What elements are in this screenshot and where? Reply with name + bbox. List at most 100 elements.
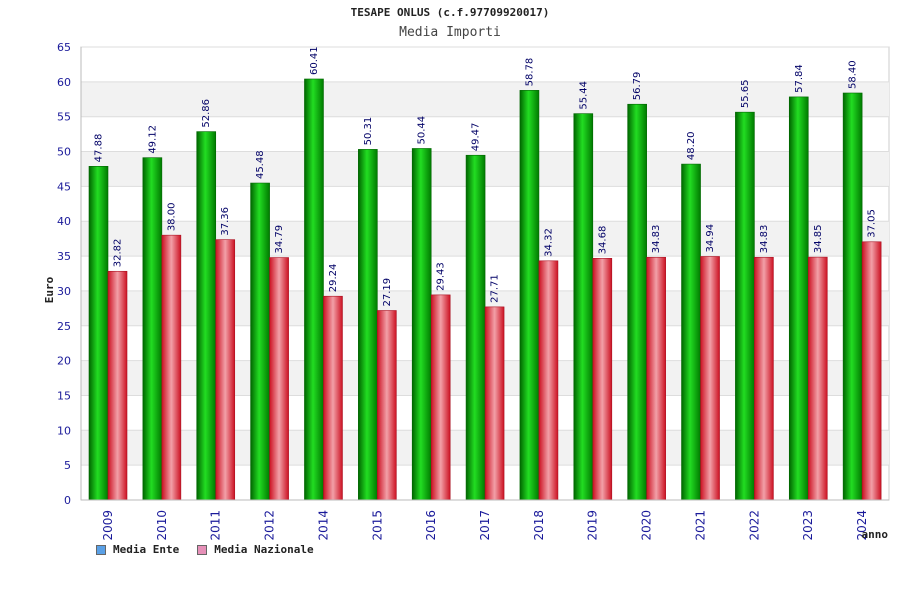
legend-swatch-media-nazionale [197, 544, 208, 555]
x-tick-label: 2016 [424, 510, 438, 541]
bar-media-ente-2020 [627, 103, 647, 501]
bar-media-nazionale-2012 [269, 257, 289, 501]
bar-media-ente-2018 [519, 90, 540, 501]
x-tick-label: 2015 [370, 510, 384, 541]
x-tick-label: 2020 [640, 510, 654, 541]
y-tick-label: 50 [57, 146, 71, 159]
data-label: 34.94 [705, 224, 716, 253]
bar-media-nazionale-2009 [107, 270, 128, 501]
legend-label-media-ente: Media Ente [113, 543, 180, 556]
data-label: 34.68 [597, 226, 608, 255]
data-label: 34.79 [274, 225, 285, 254]
bar-media-nazionale-2019 [592, 258, 613, 501]
x-tick-label: 2019 [586, 510, 600, 541]
legend-swatch-media-ente [96, 544, 106, 555]
y-tick-label: 25 [57, 320, 71, 333]
y-tick-label: 60 [57, 76, 71, 89]
bar-media-nazionale-2018 [538, 260, 559, 501]
bar-media-ente-2009 [88, 166, 109, 501]
y-tick-label: 65 [57, 41, 71, 54]
y-tick-label: 5 [64, 459, 71, 472]
y-tick-label: 40 [57, 215, 71, 228]
bar-media-ente-2021 [681, 163, 701, 501]
bar-media-nazionale-2014 [323, 295, 343, 501]
data-label: 32.82 [113, 239, 124, 268]
data-label: 45.48 [255, 150, 266, 179]
x-tick-label: 2011 [209, 510, 223, 541]
data-label: 52.86 [201, 99, 212, 128]
bar-media-ente-2022 [735, 111, 755, 501]
bar-media-ente-2011 [196, 131, 217, 501]
bar-media-nazionale-2010 [161, 234, 182, 501]
data-label: 29.43 [436, 262, 447, 291]
x-tick-label: 2018 [532, 510, 546, 541]
legend: Media Ente Media Nazionale [96, 543, 314, 556]
data-label: 29.24 [328, 264, 339, 293]
y-axis-label: Euro [43, 276, 56, 303]
bar-media-nazionale-2015 [377, 310, 397, 501]
bar-media-ente-2024 [842, 92, 863, 501]
data-label: 55.44 [578, 81, 589, 110]
data-label: 27.19 [382, 278, 393, 307]
bar-media-ente-2012 [250, 182, 270, 501]
bar-media-ente-2014 [304, 78, 324, 501]
x-tick-label: 2009 [101, 510, 115, 541]
data-label: 34.85 [813, 224, 824, 253]
x-tick-label: 2022 [747, 510, 761, 541]
x-tick-label: 2024 [855, 510, 869, 541]
y-tick-label: 30 [57, 285, 71, 298]
data-label: 34.83 [759, 225, 770, 254]
bar-media-nazionale-2024 [861, 241, 882, 501]
bar-media-ente-2015 [358, 149, 378, 501]
data-label: 34.32 [543, 228, 554, 257]
y-tick-label: 35 [57, 250, 71, 263]
data-label: 34.83 [651, 225, 662, 254]
data-label: 38.00 [166, 203, 177, 232]
bar-media-nazionale-2020 [646, 256, 666, 501]
x-tick-label: 2017 [478, 510, 492, 541]
y-tick-label: 55 [57, 111, 71, 124]
legend-label-media-nazionale: Media Nazionale [214, 543, 314, 556]
bar-media-nazionale-2023 [807, 256, 828, 501]
grid-band [81, 81, 889, 117]
bar-media-nazionale-2021 [700, 256, 720, 501]
bar-media-nazionale-2022 [754, 256, 774, 501]
bar-media-ente-2016 [411, 148, 432, 501]
data-label: 49.12 [147, 125, 158, 154]
bar-media-nazionale-2016 [430, 294, 451, 501]
data-label: 56.79 [632, 72, 643, 101]
y-axis: 0 5 10 15 20 25 30 35 40 45 50 55 60 65 [57, 41, 82, 507]
bars [88, 78, 882, 501]
data-label: 37.36 [220, 207, 231, 236]
bar-media-nazionale-2017 [484, 306, 505, 501]
bar-media-ente-2017 [465, 154, 486, 501]
x-tick-label: 2023 [801, 510, 815, 541]
x-axis-label: anno [862, 528, 889, 541]
chart-subtitle: Media Importi [399, 25, 501, 40]
data-label: 37.05 [867, 209, 878, 238]
data-label: 47.88 [94, 134, 105, 163]
bar-media-ente-2023 [788, 96, 809, 501]
data-label: 48.20 [686, 131, 697, 160]
data-label: 55.65 [740, 80, 751, 109]
bar-media-ente-2010 [142, 157, 163, 501]
data-label: 50.31 [363, 117, 374, 146]
y-tick-label: 10 [57, 424, 71, 437]
x-tick-label: 2021 [693, 510, 707, 541]
bar-media-nazionale-2011 [215, 239, 236, 501]
y-tick-label: 0 [64, 494, 71, 507]
x-tick-label: 2010 [155, 510, 169, 541]
data-label: 27.71 [490, 274, 501, 303]
data-label: 58.40 [848, 60, 859, 89]
data-label: 57.84 [794, 64, 805, 93]
chart-title: TESAPE ONLUS (c.f.97709920017) [350, 6, 550, 19]
x-tick-label: 2012 [263, 510, 277, 541]
legend-item-media-nazionale: Media Nazionale [197, 543, 314, 556]
data-labels: 47.88 32.82 49.12 38.00 52.86 37.36 45.48 34.79… [94, 46, 878, 306]
data-label: 58.78 [524, 58, 535, 87]
y-tick-label: 15 [57, 389, 71, 402]
data-label: 60.41 [309, 46, 320, 75]
data-label: 49.47 [471, 123, 482, 152]
legend-item-media-ente: Media Ente [96, 543, 179, 556]
